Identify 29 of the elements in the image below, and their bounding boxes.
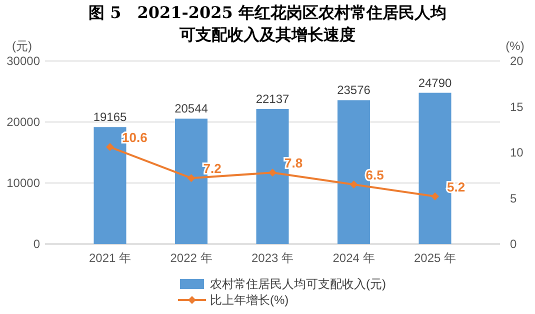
x-tick-label: 2022 年 <box>170 251 212 265</box>
x-tick-label: 2025 年 <box>414 251 456 265</box>
chart-title: 图 5 2021-2025 年红花岗区农村常住居民人均可支配收入及其增长速度 <box>88 3 446 44</box>
y2-tick-label: 15 <box>510 100 524 114</box>
y-axis-title: (元) <box>12 39 32 53</box>
data-label: 22137 <box>256 92 290 106</box>
y2-tick-label: 20 <box>510 54 524 68</box>
data-label: 23576 <box>337 83 371 98</box>
y2-tick-label: 10 <box>510 146 524 160</box>
y2-axis-title: (%) <box>506 39 524 53</box>
point <box>350 180 358 189</box>
data-label: 19165 <box>93 110 128 124</box>
legend-label: 比上年增长(%) <box>210 293 289 307</box>
x-tick-label: 2023 年 <box>251 251 294 265</box>
data-label: 24790 <box>418 76 452 90</box>
point <box>268 168 276 177</box>
y-tick-label: 0 <box>33 237 40 251</box>
x-tick-label: 2024 年 <box>332 251 375 265</box>
y-tick-label: 10000 <box>6 176 40 190</box>
point <box>431 192 439 200</box>
point <box>187 174 196 182</box>
x-tick-label: 2021 年 <box>88 251 132 265</box>
data-label: 20544 <box>174 102 208 116</box>
y2-tick-label: 0 <box>510 237 517 251</box>
y-tick-label: 30000 <box>6 54 40 68</box>
y2-tick-label: 5 <box>510 191 517 206</box>
y-tick-label: 20000 <box>6 115 40 129</box>
point <box>106 143 114 152</box>
legend-label: 农村常住居民人均可支配收入(元) <box>210 277 386 291</box>
